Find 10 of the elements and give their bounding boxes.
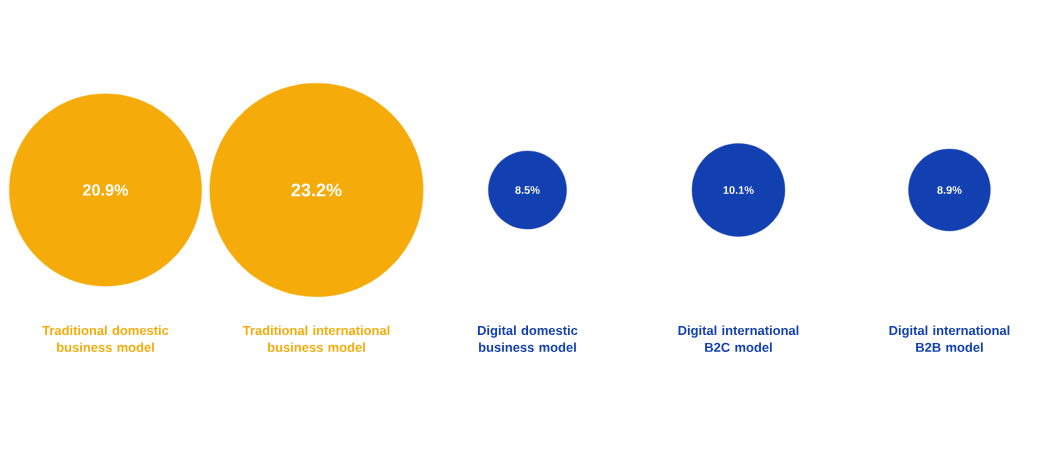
category-label: Digital international B2B model bbox=[889, 325, 1010, 352]
category-label: Traditional international business model bbox=[242, 325, 390, 352]
data-label: 8.9% bbox=[937, 186, 962, 194]
category-label: Traditional domestic business model bbox=[42, 325, 169, 352]
category-label: Digital domestic business model bbox=[477, 325, 578, 352]
category-label: Digital international B2C model bbox=[678, 325, 799, 352]
data-label: 10.1% bbox=[723, 186, 754, 194]
data-label: 20.9% bbox=[82, 184, 129, 196]
data-label: 8.5% bbox=[515, 186, 540, 194]
data-label: 23.2% bbox=[291, 183, 342, 197]
